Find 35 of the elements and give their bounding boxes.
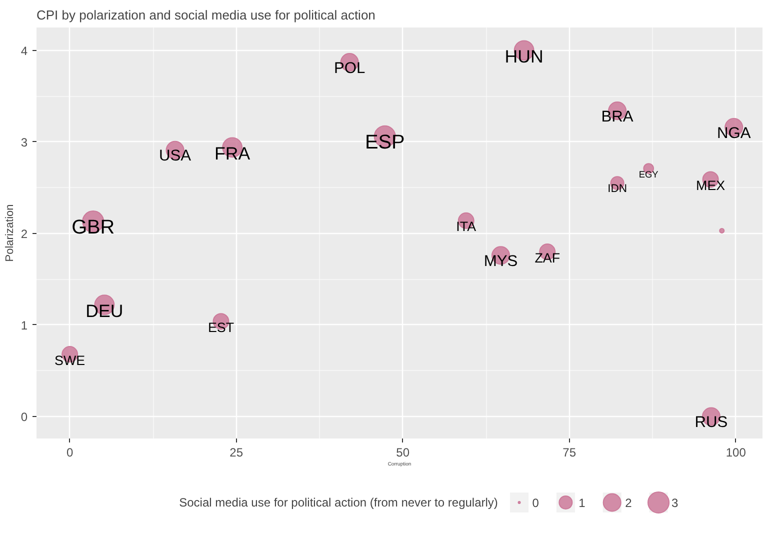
annotation: ZAF xyxy=(534,250,560,266)
legend-label: 2 xyxy=(625,496,632,510)
legend-title: Social media use for political action (from never to regularly) xyxy=(179,496,498,510)
annotation: RUS xyxy=(694,414,728,432)
y-tick-label: 3 xyxy=(20,135,28,150)
annotation: FRA xyxy=(214,143,250,164)
x-tick-label: 25 xyxy=(230,446,244,460)
annotation: EGY xyxy=(638,169,658,180)
chart-title: CPI by polarization and social media use for political action xyxy=(36,8,376,22)
annotation: DEU xyxy=(86,300,124,321)
annotation: HUN xyxy=(504,46,544,66)
annotation: MEX xyxy=(696,178,726,193)
x-tick-label: 50 xyxy=(396,446,410,460)
annotation: EST xyxy=(208,320,234,335)
annotation: IDN xyxy=(608,183,628,196)
y-tick-label: 4 xyxy=(20,44,28,58)
annotation: ESP xyxy=(364,131,405,154)
legend-label: 0 xyxy=(532,496,540,510)
y-tick-label: 1 xyxy=(20,318,28,332)
y-axis-title: Polarization xyxy=(4,204,16,262)
legend-label: 3 xyxy=(672,496,679,510)
annotation: BRA xyxy=(601,108,634,126)
annotation: USA xyxy=(159,148,192,165)
annotation: NGA xyxy=(716,124,752,142)
annotation: ITA xyxy=(456,219,476,234)
y-tick-label: 2 xyxy=(20,226,28,241)
annotation: POL xyxy=(334,60,366,77)
x-tick-label: 0 xyxy=(66,446,74,460)
annotation: GBR xyxy=(72,216,115,239)
x-tick-label: 75 xyxy=(562,446,576,460)
y-tick-label: 0 xyxy=(20,410,28,424)
annotation: MYS xyxy=(484,252,518,270)
legend-label: 1 xyxy=(578,496,586,510)
annotation: SWE xyxy=(54,352,86,368)
x-tick-label: 100 xyxy=(726,446,746,460)
